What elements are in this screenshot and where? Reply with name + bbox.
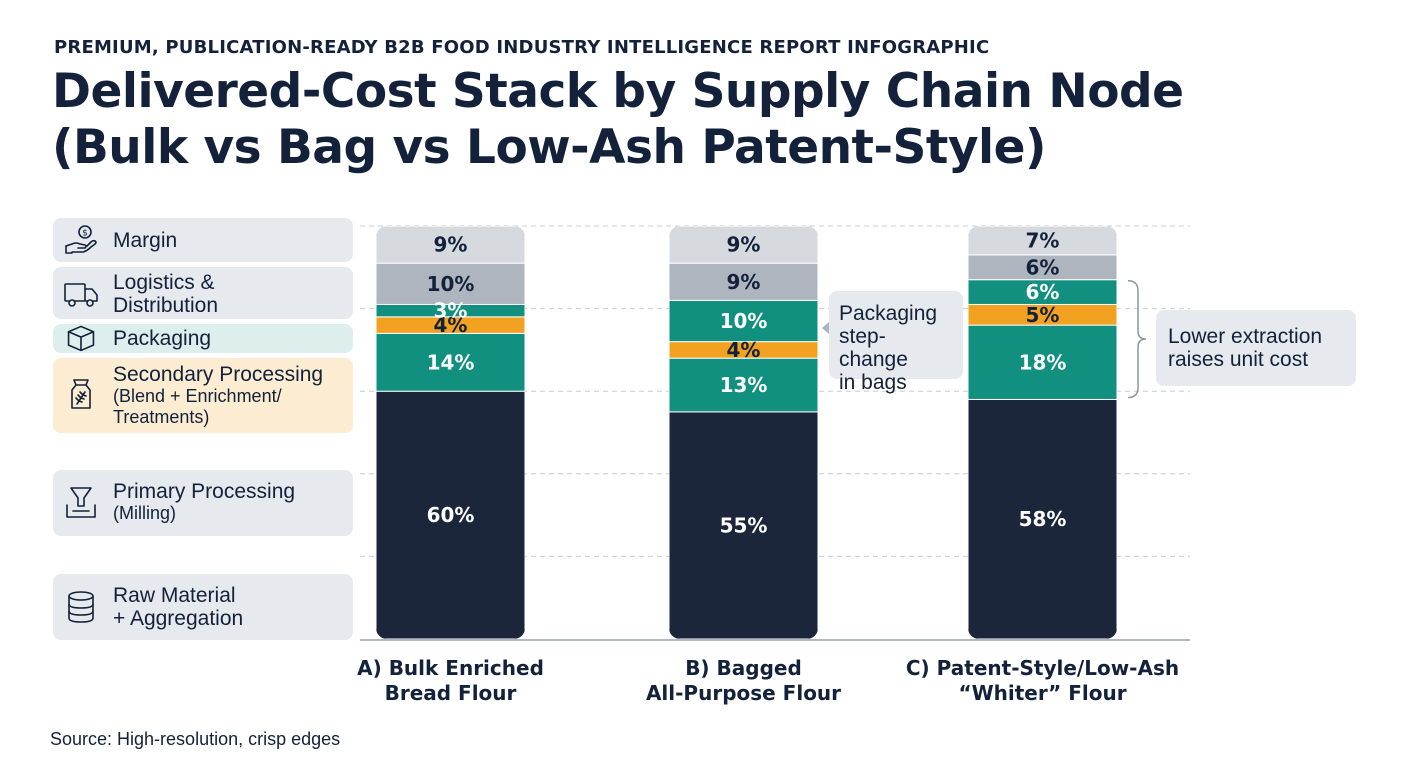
callout-packaging-line-2: step-change (839, 325, 908, 371)
category-label-1-line-2: Bread Flour (385, 681, 517, 705)
bar-segment-packaging-3 (968, 279, 1117, 305)
bar-segment-logistics-1 (376, 262, 525, 305)
data-label-packaging-2: 10% (720, 309, 768, 333)
bar-group-3 (968, 226, 1117, 639)
data-label-packaging-1: 3% (434, 299, 468, 323)
legend-secondary-title: Secondary Processing (113, 363, 324, 386)
data-label-packaging-3: 6% (1026, 280, 1060, 304)
data-label-logistics-3: 6% (1026, 255, 1060, 279)
data-label-primary-2: 13% (720, 373, 768, 397)
callout-extraction-bracket (1127, 279, 1147, 399)
svg-text:$: $ (82, 229, 88, 239)
data-label-raw-3: 58% (1019, 507, 1067, 531)
title-line-2: (Bulk vs Bag vs Low-Ash Patent-Style) (52, 120, 1046, 175)
legend-secondary-sub-2: Treatments) (113, 407, 210, 427)
source-note: Source: High-resolution, crisp edges (50, 729, 341, 749)
bar-segment-secondary-2 (669, 341, 818, 359)
callout-packaging-line-1: Packaging (839, 302, 938, 325)
callout-extraction-line-1: Lower extraction (1168, 325, 1323, 348)
box-icon (67, 325, 95, 352)
bar-segment-primary-2 (669, 357, 818, 413)
legend-logistics-label: Logistics & Distribution (113, 271, 345, 317)
funnel-icon (66, 487, 96, 518)
bar-segment-raw-2 (669, 411, 818, 639)
database-icon (68, 591, 94, 623)
bar-group-2 (669, 226, 818, 639)
callout-packaging-line-3: in bags (839, 371, 907, 394)
bar-segment-margin-2 (669, 226, 818, 264)
category-label-2-line-1: B) Bagged (685, 656, 802, 680)
data-label-raw-2: 55% (720, 513, 768, 537)
data-label-secondary-3: 5% (1026, 303, 1060, 327)
data-label-logistics-1: 10% (427, 272, 475, 296)
legend-packaging-label: Packaging (113, 327, 212, 350)
bar-segment-raw-1 (376, 390, 525, 639)
bar-segment-secondary-1 (376, 316, 525, 334)
category-label-3-line-1: C) Patent-Style/Low-Ash (906, 656, 1179, 680)
data-label-raw-1: 60% (427, 503, 475, 527)
data-label-secondary-1: 4% (434, 313, 468, 337)
legend-raw-line-1: Raw Material (113, 584, 236, 607)
category-label-2-line-2: All-Purpose Flour (646, 681, 841, 705)
page-title: Delivered-Cost Stack by Supply Chain Nod… (52, 64, 1184, 176)
category-label-3-line-2: “Whiter” Flour (958, 681, 1126, 705)
legend-packaging: Packaging (53, 324, 353, 353)
flour-bag-icon (71, 379, 91, 409)
hand-coin-icon: $ (65, 225, 97, 254)
data-label-margin-2: 9% (727, 233, 761, 257)
legend-secondary: Secondary Processing (Blend + Enrichment… (53, 358, 353, 433)
data-label-margin-3: 7% (1026, 228, 1060, 252)
legend-raw-line-2: + Aggregation (113, 607, 244, 630)
bar-group-1 (376, 226, 525, 639)
legend-secondary-label: Secondary Processing (Blend + Enrichment… (113, 363, 345, 428)
legend-primary: Primary Processing (Milling) (53, 470, 353, 536)
bar-segment-margin-3 (968, 226, 1117, 256)
report-eyebrow: PREMIUM, PUBLICATION-READY B2B FOOD INDU… (54, 37, 990, 58)
legend-primary-title: Primary Processing (113, 480, 296, 503)
legend-logistics-line-2: Distribution (113, 294, 219, 317)
callout-packaging-pointer (822, 322, 829, 334)
title-line-1: Delivered-Cost Stack by Supply Chain Nod… (52, 64, 1184, 119)
callout-extraction-line-2: raises unit cost (1168, 348, 1309, 371)
callout-packaging: Packaging step-change in bags (829, 291, 963, 394)
data-label-logistics-2: 9% (727, 270, 761, 294)
legend-margin: $ Margin (53, 218, 353, 262)
truck-icon (64, 283, 98, 307)
legend-margin-label: Margin (113, 229, 178, 252)
data-label-margin-1: 9% (434, 233, 468, 257)
legend-logistics: Logistics & Distribution (53, 267, 353, 319)
legend-secondary-sub-1: (Blend + Enrichment/ (113, 386, 282, 406)
bar-segment-packaging-2 (669, 299, 818, 343)
category-label-1-line-1: A) Bulk Enriched (357, 656, 544, 680)
data-label-secondary-2: 4% (727, 338, 761, 362)
bar-segment-secondary-3 (968, 303, 1117, 326)
bar-segment-primary-1 (376, 332, 525, 392)
bar-segment-logistics-2 (669, 262, 818, 301)
bar-segment-raw-3 (968, 398, 1117, 639)
bar-segment-packaging-1 (376, 303, 525, 318)
legend-raw: Raw Material + Aggregation (53, 574, 353, 640)
legend-primary-sub: (Milling) (113, 503, 176, 523)
bar-segment-logistics-3 (968, 254, 1117, 281)
data-label-primary-3: 18% (1019, 350, 1067, 374)
bar-segment-primary-3 (968, 324, 1117, 400)
data-label-primary-1: 14% (427, 350, 475, 374)
legend-primary-label: Primary Processing (Milling) (113, 480, 345, 524)
legend-raw-label: Raw Material + Aggregation (113, 584, 345, 630)
legend-logistics-line-1: Logistics & (113, 271, 215, 294)
bar-segment-margin-1 (376, 226, 525, 264)
callout-extraction: Lower extraction raises unit cost (1156, 310, 1356, 386)
